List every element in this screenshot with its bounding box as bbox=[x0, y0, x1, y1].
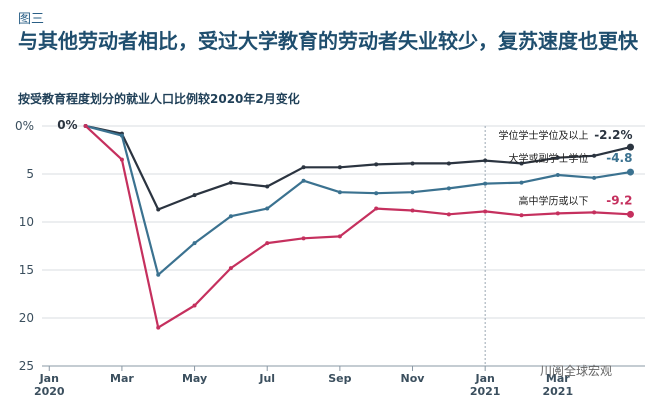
series-end-value: -9.2 bbox=[606, 193, 632, 207]
series-name-label: 大学或副学士学位 bbox=[508, 152, 588, 165]
series-point bbox=[156, 207, 161, 212]
x-tick-label: Jul bbox=[258, 372, 275, 385]
y-axis-ticks: 0% 5 10 15 20 25 bbox=[15, 119, 34, 373]
series-point bbox=[192, 303, 197, 308]
series-point bbox=[192, 193, 197, 198]
series-point bbox=[410, 161, 415, 166]
x-tick-sublabel: 2020 bbox=[34, 385, 65, 398]
series-labels: -2.2% 学位学士学位及以上 -4.8 大学或副学士学位 -9.2 高中学历或以下 bbox=[498, 128, 632, 207]
series-point bbox=[228, 214, 233, 219]
x-tick-label: Nov bbox=[401, 372, 426, 385]
x-tick-sublabel: 2021 bbox=[470, 385, 501, 398]
series-point bbox=[301, 178, 306, 183]
x-tick-label: Jan bbox=[39, 372, 59, 385]
chart-title: 与其他劳动者相比，受过大学教育的劳动者失业较少，复苏速度也更快 bbox=[18, 29, 638, 53]
series-point bbox=[119, 133, 124, 138]
series-point bbox=[592, 175, 597, 180]
series-point bbox=[156, 325, 161, 330]
x-tick-sublabel: 2021 bbox=[543, 385, 574, 398]
x-tick-label: Mar bbox=[546, 372, 570, 385]
series-point bbox=[592, 210, 597, 215]
x-tick-label: May bbox=[182, 372, 207, 385]
series-point bbox=[519, 213, 524, 218]
series-name-label: 学位学士学位及以上 bbox=[498, 129, 588, 142]
series-point bbox=[265, 206, 270, 211]
series-line bbox=[85, 124, 631, 211]
series-point bbox=[410, 190, 415, 195]
series-point bbox=[374, 162, 379, 167]
series-point bbox=[446, 161, 451, 166]
series-point bbox=[410, 208, 415, 213]
series-point bbox=[337, 190, 342, 195]
series-end-marker bbox=[626, 210, 634, 218]
series-point bbox=[228, 180, 233, 185]
series-point bbox=[192, 241, 197, 246]
series-line bbox=[84, 125, 631, 329]
series-point bbox=[555, 172, 560, 177]
series-point bbox=[301, 165, 306, 170]
series-name-label: 高中学历或以下 bbox=[518, 194, 588, 207]
y-tick-label: 0% bbox=[15, 119, 34, 133]
series-point bbox=[592, 153, 597, 158]
series-point bbox=[156, 272, 161, 277]
series-point bbox=[83, 124, 88, 128]
series-point bbox=[119, 157, 124, 162]
y-tick-label: 5 bbox=[26, 167, 34, 181]
y-tick-label: 20 bbox=[19, 311, 34, 325]
series-point bbox=[446, 186, 451, 191]
series-end-value: -2.2% bbox=[594, 128, 632, 142]
series-point bbox=[337, 234, 342, 239]
x-tick-label: Mar bbox=[110, 372, 134, 385]
series-point bbox=[483, 158, 488, 163]
series-point bbox=[265, 184, 270, 189]
x-tick-label: Jan bbox=[474, 372, 494, 385]
x-tick-label: Sep bbox=[328, 372, 351, 385]
series-line bbox=[85, 124, 631, 276]
series-point bbox=[483, 181, 488, 186]
y-tick-label: 15 bbox=[19, 263, 34, 277]
series-group bbox=[83, 124, 634, 330]
series-point bbox=[555, 211, 560, 216]
series-point bbox=[374, 206, 379, 211]
series-point bbox=[337, 165, 342, 170]
series-point bbox=[446, 212, 451, 217]
y-tick-label: 10 bbox=[19, 215, 34, 229]
figure-label: 图三 bbox=[18, 12, 45, 27]
series-point bbox=[265, 241, 270, 246]
y-tick-label: 25 bbox=[19, 359, 34, 373]
series-point bbox=[301, 236, 306, 241]
watermark: 川阅全球宏观 bbox=[540, 364, 613, 378]
series-point bbox=[228, 266, 233, 271]
series-point bbox=[519, 161, 524, 166]
series-point bbox=[483, 209, 488, 214]
series-end-marker bbox=[626, 168, 634, 176]
series-point bbox=[519, 180, 524, 185]
series-point bbox=[374, 191, 379, 196]
chart-subtitle: 按受教育程度划分的就业人口比例较2020年2月变化 bbox=[18, 92, 300, 106]
start-value-label: 0% bbox=[57, 118, 77, 132]
series-end-value: -4.8 bbox=[606, 151, 632, 165]
series-point bbox=[555, 155, 560, 160]
series-end-marker bbox=[626, 143, 634, 151]
